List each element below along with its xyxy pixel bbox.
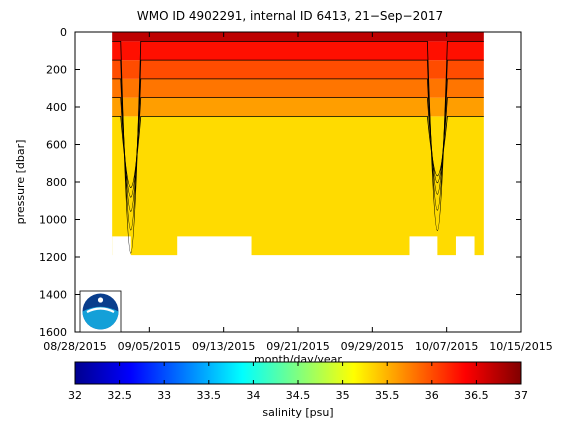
colorbar-tick-label: 32	[68, 389, 82, 402]
y-tick-label: 600	[46, 139, 67, 152]
contour-3	[112, 97, 484, 198]
y-tick-label: 0	[60, 26, 67, 39]
colorbar-tick-label: 32.5	[107, 389, 132, 402]
salinity-contours	[112, 40, 484, 254]
salinity-layer-2	[112, 78, 484, 98]
y-tick-label: 200	[46, 64, 67, 77]
y-axis: 0 200 400 600 800 1000 1200 1400 1600	[39, 26, 521, 339]
x-tick-label: 09/21/2015	[266, 340, 329, 353]
contour-2	[112, 78, 484, 212]
x-tick-label: 08/28/2015	[43, 340, 106, 353]
y-tick-label: 800	[46, 176, 67, 189]
colorbar-label: salinity [psu]	[262, 406, 333, 419]
noaa-logo	[79, 290, 122, 333]
colorbar-tick-label: 33.5	[197, 389, 222, 402]
colorbar-tick-label: 36	[425, 389, 439, 402]
colorbar-tick-label: 36.5	[464, 389, 489, 402]
salinity-layer-3	[112, 60, 484, 79]
salinity-layer-0	[112, 116, 484, 256]
salinity-layer-1	[112, 97, 484, 117]
colorbar-tick-label: 35.5	[375, 389, 400, 402]
profile-gap-0	[112, 236, 131, 257]
colorbar-tick-label: 35	[336, 389, 350, 402]
contour-1	[112, 59, 484, 231]
y-axis-label: pressure [dbar]	[14, 140, 27, 225]
x-axis: 08/28/2015 09/05/2015 09/13/2015 09/21/2015…	[43, 32, 553, 353]
salinity-layer-4	[112, 41, 484, 61]
chart-title: WMO ID 4902291, internal ID 6413, 21−Sep…	[137, 9, 443, 23]
y-tick-label: 1200	[39, 251, 67, 264]
profile-gap-3	[455, 236, 475, 257]
contour-4	[112, 115, 484, 188]
profile-gap-2	[409, 236, 438, 257]
colorbar-ticks: 32 32.5 33 33.5 34 34.5 35 35.5 36 36.5 37	[68, 362, 528, 402]
y-tick-label: 1400	[39, 289, 67, 302]
y-tick-label: 1000	[39, 214, 67, 227]
x-tick-label: 10/15/2015	[489, 340, 552, 353]
colorbar-tick-label: 34.5	[286, 389, 311, 402]
y-tick-label: 1600	[39, 326, 67, 339]
contour-0	[112, 40, 484, 254]
colorbar-tick-label: 33	[157, 389, 171, 402]
colorbar-tick-label: 37	[514, 389, 528, 402]
colorbar-tick-label: 34	[246, 389, 260, 402]
x-tick-label: 09/29/2015	[341, 340, 404, 353]
y-tick-label: 400	[46, 101, 67, 114]
x-tick-label: 09/05/2015	[118, 340, 181, 353]
profile-gap-1	[177, 236, 252, 257]
x-tick-label: 09/13/2015	[192, 340, 255, 353]
x-tick-label: 10/07/2015	[415, 340, 478, 353]
